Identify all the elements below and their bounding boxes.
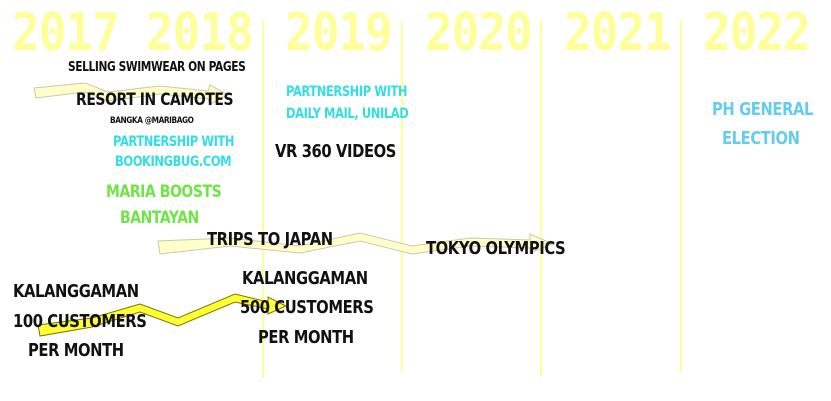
event-vr360: VR 360 VIDEOS xyxy=(275,141,396,162)
divider-2018-2019 xyxy=(262,20,264,378)
event-election-line2: ELECTION xyxy=(722,128,800,149)
event-dailymail-line2: DAILY MAIL, UNILAD xyxy=(286,106,409,122)
event-bookingbug-line1: PARTNERSHIP WITH xyxy=(113,134,235,150)
event-maria-line1: MARIA BOOSTS xyxy=(106,182,222,202)
year-2018: 2018 xyxy=(146,2,254,63)
japan-arrow xyxy=(157,232,555,255)
event-kal500-line3: PER MONTH xyxy=(258,327,354,348)
event-kal100-line3: PER MONTH xyxy=(28,340,124,361)
kalanggaman-arrow xyxy=(37,293,288,337)
divider-2020-2021 xyxy=(540,20,542,376)
event-kal500-line2: 500 CUSTOMERS xyxy=(240,297,374,318)
year-2019: 2019 xyxy=(285,2,393,63)
event-election-line1: PH GENERAL xyxy=(712,99,814,120)
year-2020: 2020 xyxy=(425,2,533,63)
event-swimwear: SELLING SWIMWEAR ON PAGES xyxy=(68,60,246,75)
event-bookingbug-line2: BOOKINGBUG.COM xyxy=(115,154,232,170)
event-maria-line2: BANTAYAN xyxy=(120,208,199,228)
event-dailymail-line1: PARTNERSHIP WITH xyxy=(286,84,408,100)
event-resort-camotes: RESORT IN CAMOTES xyxy=(76,90,234,110)
year-2021: 2021 xyxy=(564,2,672,63)
year-2022: 2022 xyxy=(703,2,811,63)
event-tokyo-olympics: TOKYO OLYMPICS xyxy=(426,238,566,259)
divider-2021-2022 xyxy=(680,20,682,372)
event-kal100-line1: KALANGGAMAN xyxy=(13,281,139,302)
event-trips-japan: TRIPS TO JAPAN xyxy=(207,229,333,250)
year-2017: 2017 xyxy=(12,2,120,63)
event-kal500-line1: KALANGGAMAN xyxy=(242,268,368,289)
divider-2019-2020 xyxy=(401,20,403,372)
event-bangka: BANGKA @MARIBAGO xyxy=(110,116,194,126)
swimwear-arrow xyxy=(33,82,230,105)
event-kal100-line2: 100 CUSTOMERS xyxy=(13,311,147,332)
